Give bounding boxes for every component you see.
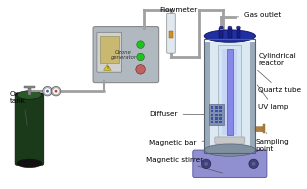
Circle shape <box>55 90 57 93</box>
Ellipse shape <box>204 30 255 42</box>
Text: Gas outlet: Gas outlet <box>237 12 281 18</box>
Bar <box>204 39 255 153</box>
Bar <box>215 106 217 109</box>
Text: UV lamp: UV lamp <box>257 85 289 110</box>
Bar <box>211 106 213 109</box>
Circle shape <box>44 88 51 94</box>
Bar <box>227 49 233 135</box>
Circle shape <box>51 86 61 96</box>
FancyBboxPatch shape <box>167 13 175 53</box>
Bar <box>209 42 251 150</box>
Bar <box>204 42 210 150</box>
Text: Quartz tube: Quartz tube <box>258 70 301 93</box>
Ellipse shape <box>220 26 223 29</box>
FancyBboxPatch shape <box>193 150 267 178</box>
Ellipse shape <box>228 26 232 29</box>
Ellipse shape <box>236 26 240 29</box>
Circle shape <box>137 53 144 61</box>
Text: Diffuser: Diffuser <box>149 111 221 117</box>
Bar <box>204 42 255 150</box>
Bar <box>211 114 213 116</box>
Circle shape <box>136 65 145 74</box>
Text: Cylindrical
reactor: Cylindrical reactor <box>255 53 296 66</box>
Circle shape <box>252 162 255 166</box>
Circle shape <box>43 86 52 96</box>
Bar <box>215 110 217 112</box>
Ellipse shape <box>17 91 42 99</box>
Bar <box>220 114 222 116</box>
Bar <box>215 114 217 116</box>
Circle shape <box>249 159 258 169</box>
Text: !: ! <box>106 66 108 70</box>
Bar <box>220 110 222 112</box>
Bar <box>209 105 224 125</box>
Bar <box>250 42 255 150</box>
Bar <box>215 117 217 120</box>
Bar <box>219 45 241 140</box>
Bar <box>220 121 222 123</box>
Bar <box>169 31 173 38</box>
Polygon shape <box>103 65 111 70</box>
Text: Sampling
point: Sampling point <box>255 133 289 152</box>
Circle shape <box>201 159 211 169</box>
Circle shape <box>204 162 208 166</box>
Circle shape <box>53 88 59 94</box>
FancyBboxPatch shape <box>255 127 265 132</box>
Bar <box>236 28 240 38</box>
Bar <box>24 86 35 88</box>
Bar <box>211 121 213 123</box>
Circle shape <box>137 41 144 48</box>
Text: Flowmeter: Flowmeter <box>159 7 198 21</box>
Bar <box>220 117 222 120</box>
Bar <box>211 117 213 120</box>
FancyBboxPatch shape <box>97 32 122 72</box>
Bar <box>220 28 223 38</box>
Bar <box>220 106 222 109</box>
Bar <box>263 124 265 133</box>
Circle shape <box>46 90 49 93</box>
Text: Magnetic stirrer: Magnetic stirrer <box>146 156 223 173</box>
FancyBboxPatch shape <box>93 27 159 83</box>
Bar <box>100 36 119 63</box>
Bar <box>211 110 213 112</box>
Bar <box>222 49 237 135</box>
FancyBboxPatch shape <box>15 93 44 165</box>
Bar <box>28 88 31 95</box>
FancyBboxPatch shape <box>215 137 245 143</box>
Bar <box>215 121 217 123</box>
Text: Ozone
generator: Ozone generator <box>111 50 137 60</box>
Text: Magnetic bar: Magnetic bar <box>149 140 222 146</box>
Ellipse shape <box>17 159 42 168</box>
Ellipse shape <box>204 144 255 156</box>
Text: Oxygen
tank: Oxygen tank <box>10 91 37 125</box>
Bar <box>228 28 232 38</box>
